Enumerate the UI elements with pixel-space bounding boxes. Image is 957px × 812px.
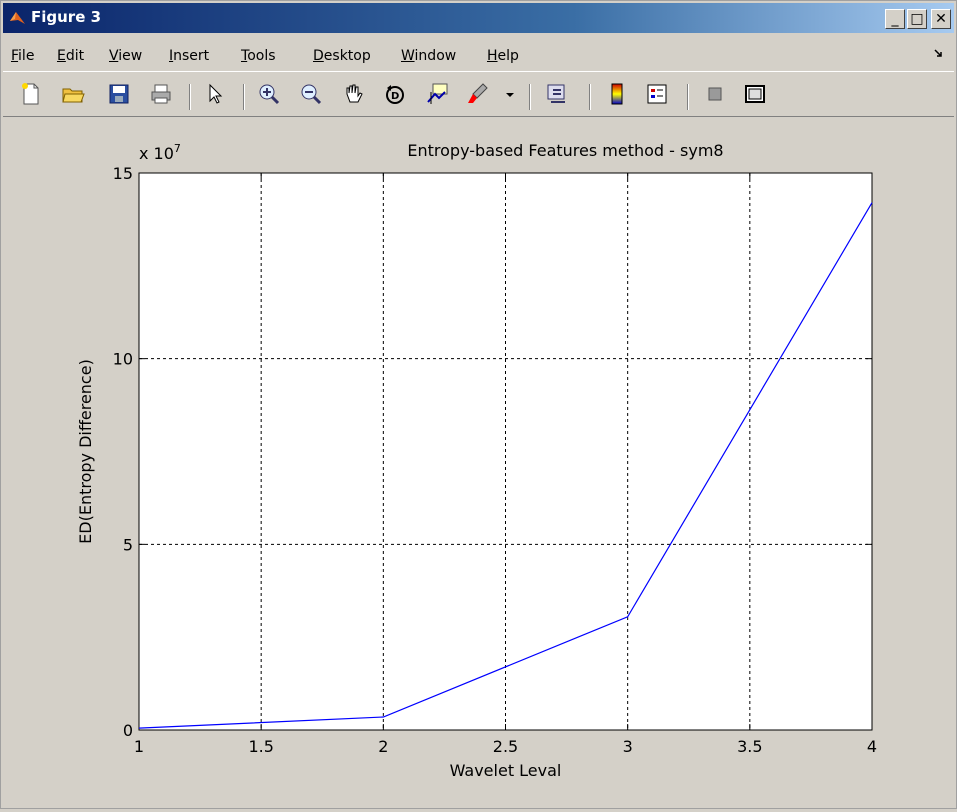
x-tick-label: 2 [378,737,388,756]
figure-canvas: 1 1.5 2 2.5 3 3.5 4 0 5 10 15 Entropy-based Featu… [3,119,954,807]
save-icon[interactable] [107,82,131,106]
x-tick-label: 1.5 [248,737,273,756]
menu-desktop[interactable]: Desktop [313,48,371,64]
brush-icon[interactable] [465,82,489,106]
line-chart: 1 1.5 2 2.5 3 3.5 4 0 5 10 15 Entropy-based Featu… [76,141,877,780]
colorbar-icon[interactable] [605,82,629,106]
menu-tools[interactable]: Tools [241,48,276,64]
y-tick-label: 0 [123,721,133,740]
print-icon[interactable] [149,82,173,106]
x-tick-label: 4 [867,737,877,756]
zoom-in-icon[interactable] [257,82,281,106]
pointer-icon[interactable] [203,82,227,106]
x-tick-label: 3 [623,737,633,756]
x-tick-label: 2.5 [493,737,518,756]
axis-ticks [138,172,873,731]
chart-title: Entropy-based Features method - sym8 [407,141,723,160]
hide-plot-tools-icon[interactable] [703,82,727,106]
x-tick-label: 1 [134,737,144,756]
x-tick-labels: 1 1.5 2 2.5 3 3.5 4 [134,737,877,756]
menu-bar: File Edit View Insert Tools Desktop Wind… [3,33,954,69]
dropdown-arrow-icon[interactable] [503,82,517,106]
menu-edit[interactable]: Edit [57,48,85,64]
close-icon: ✕ [935,11,947,27]
link-icon[interactable] [545,82,569,106]
zoom-out-icon[interactable] [299,82,323,106]
y-exponent-base: x 10 [139,144,174,163]
y-exponent-label: x 107 [139,142,181,163]
pan-icon[interactable] [341,82,365,106]
y-tick-label: 10 [113,350,133,369]
toolbar: D [3,71,954,117]
title-bar[interactable]: Figure 3 _ □ ✕ [3,3,954,33]
open-file-icon[interactable] [61,82,85,106]
menu-help[interactable]: Help [487,48,519,64]
menu-view[interactable]: View [109,48,143,64]
menu-file[interactable]: File [11,48,35,64]
maximize-button[interactable]: □ [907,9,927,29]
x-tick-label: 3.5 [737,737,762,756]
svg-text:D: D [391,91,399,102]
show-plot-tools-icon[interactable] [743,82,767,106]
arrow-curve-icon[interactable] [934,49,944,59]
window-title: Figure 3 [31,8,102,26]
y-axis-label: ED(Entropy Difference) [76,359,95,544]
minimize-icon: _ [891,11,899,27]
data-cursor-icon[interactable] [425,82,449,106]
series-group [138,202,873,729]
menu-insert[interactable]: Insert [169,48,210,64]
y-exponent-power: 7 [174,142,181,155]
series-line [138,202,873,729]
matlab-logo-icon [10,12,25,24]
maximize-icon: □ [910,11,924,27]
close-button[interactable]: ✕ [931,9,951,29]
y-tick-label: 15 [113,164,133,183]
new-figure-icon[interactable] [19,82,43,106]
rotate-3d-icon[interactable]: D [383,82,407,106]
y-tick-labels: 0 5 10 15 [113,164,133,740]
x-axis-label: Wavelet Leval [450,761,562,780]
menu-window[interactable]: Window [401,48,457,64]
y-tick-label: 5 [123,535,133,554]
minimize-button[interactable]: _ [885,9,905,29]
legend-icon[interactable] [645,82,669,106]
